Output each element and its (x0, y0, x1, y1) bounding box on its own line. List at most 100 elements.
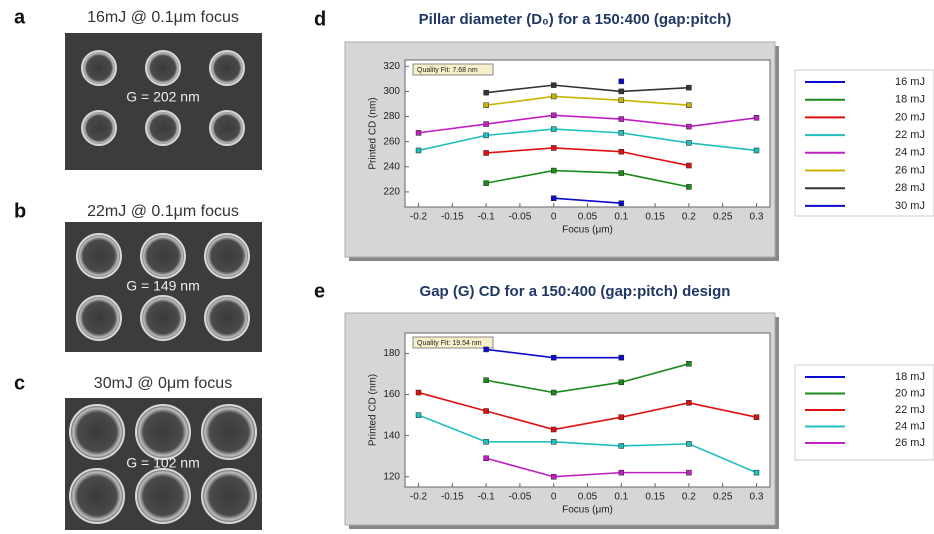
data-point (483, 455, 489, 462)
data-point (618, 130, 625, 136)
legend-label: 22 mJ (895, 129, 925, 141)
data-point (753, 469, 760, 476)
legend-label: 30 mJ (895, 200, 925, 212)
series-line (486, 95, 689, 107)
pillar (81, 110, 117, 146)
data-point (483, 121, 489, 127)
x-tick-label: 0 (551, 212, 557, 223)
pillar (145, 50, 181, 86)
pillar (135, 468, 191, 524)
pillar (140, 295, 186, 341)
y-axis-label: Printed CD (nm) (368, 97, 379, 169)
annotation-box (412, 63, 494, 76)
data-point (550, 167, 557, 174)
data-point (483, 377, 489, 383)
x-tick-label: 0.15 (645, 212, 665, 223)
gap-label: G = 202 nm (126, 89, 200, 105)
chart-title: Pillar diameter (D₀) for a 150:400 (gap:… (419, 11, 732, 28)
series-line (418, 391, 757, 431)
annotation: Quality Fit: 19.54 nm (417, 340, 482, 347)
y-tick-label: 120 (383, 471, 400, 482)
data-point (550, 426, 557, 433)
series-line (418, 414, 757, 474)
legend-label: 28 mJ (895, 182, 925, 194)
pillar (81, 50, 117, 86)
data-point (483, 102, 489, 108)
x-tick-label: -0.15 (441, 492, 464, 503)
gap-label: G = 102 nm (126, 455, 200, 471)
legend-label: 24 mJ (895, 420, 925, 432)
data-point (686, 400, 692, 406)
x-tick-label: -0.1 (477, 212, 495, 223)
legend-label: 16 mJ (895, 76, 925, 88)
y-tick-label: 280 (383, 111, 400, 122)
data-point (550, 439, 557, 445)
data-point (483, 180, 489, 186)
data-point (686, 441, 692, 447)
data-point (686, 184, 692, 190)
data-point (618, 97, 625, 103)
x-axis-label: Focus (μm) (562, 505, 613, 516)
x-tick-label: 0.25 (713, 492, 733, 503)
y-tick-label: 220 (383, 187, 400, 198)
data-point (618, 443, 625, 449)
pillar (145, 110, 181, 146)
pillar (204, 295, 250, 341)
pillar (135, 404, 191, 460)
data-point (753, 414, 760, 420)
data-point (550, 145, 557, 151)
series-line (485, 363, 690, 394)
pillar (69, 404, 125, 460)
x-tick-label: 0.2 (682, 492, 696, 503)
y-tick-label: 140 (383, 430, 400, 441)
legend-label: 26 mJ (895, 164, 925, 176)
x-tick-label: 0.2 (682, 212, 696, 223)
series-line (553, 197, 622, 205)
data-point (618, 116, 625, 122)
series-line (486, 147, 690, 167)
annotation-box (412, 336, 494, 349)
panel-title: 30mJ @ 0μm focus (94, 375, 232, 392)
data-point (618, 78, 625, 85)
legend-label: 18 mJ (895, 371, 925, 383)
data-point (483, 439, 489, 445)
data-point (618, 148, 625, 155)
x-tick-label: -0.2 (410, 492, 428, 503)
legend-label: 20 mJ (895, 387, 925, 399)
x-tick-label: -0.05 (509, 492, 532, 503)
x-tick-label: 0.3 (750, 212, 764, 223)
data-point (618, 200, 625, 206)
plot-area (404, 59, 771, 208)
y-tick-label: 240 (383, 161, 400, 172)
pillar (76, 295, 122, 341)
data-point (618, 88, 625, 95)
legend-label: 22 mJ (895, 404, 925, 416)
x-tick-label: -0.05 (509, 212, 532, 223)
data-point (618, 354, 625, 361)
data-point (686, 123, 692, 130)
pillar (204, 233, 250, 279)
gap-label: G = 149 nm (126, 278, 200, 294)
panel-letter: b (14, 200, 26, 222)
panel-letter: a (14, 6, 26, 28)
data-point (753, 147, 760, 154)
legend-label: 24 mJ (895, 147, 925, 159)
series-line (485, 457, 689, 478)
data-point (618, 469, 625, 476)
x-tick-label: -0.1 (477, 492, 495, 503)
data-point (550, 389, 557, 396)
data-point (415, 147, 422, 154)
data-point (618, 414, 625, 420)
pillar (69, 468, 125, 524)
pillar (140, 233, 186, 279)
data-point (483, 346, 489, 353)
pillar (201, 404, 257, 460)
y-tick-label: 320 (383, 61, 400, 72)
data-point (483, 408, 489, 414)
legend-box (794, 364, 934, 461)
y-tick-label: 260 (383, 136, 400, 147)
series-line (485, 169, 690, 188)
data-point (550, 195, 557, 201)
